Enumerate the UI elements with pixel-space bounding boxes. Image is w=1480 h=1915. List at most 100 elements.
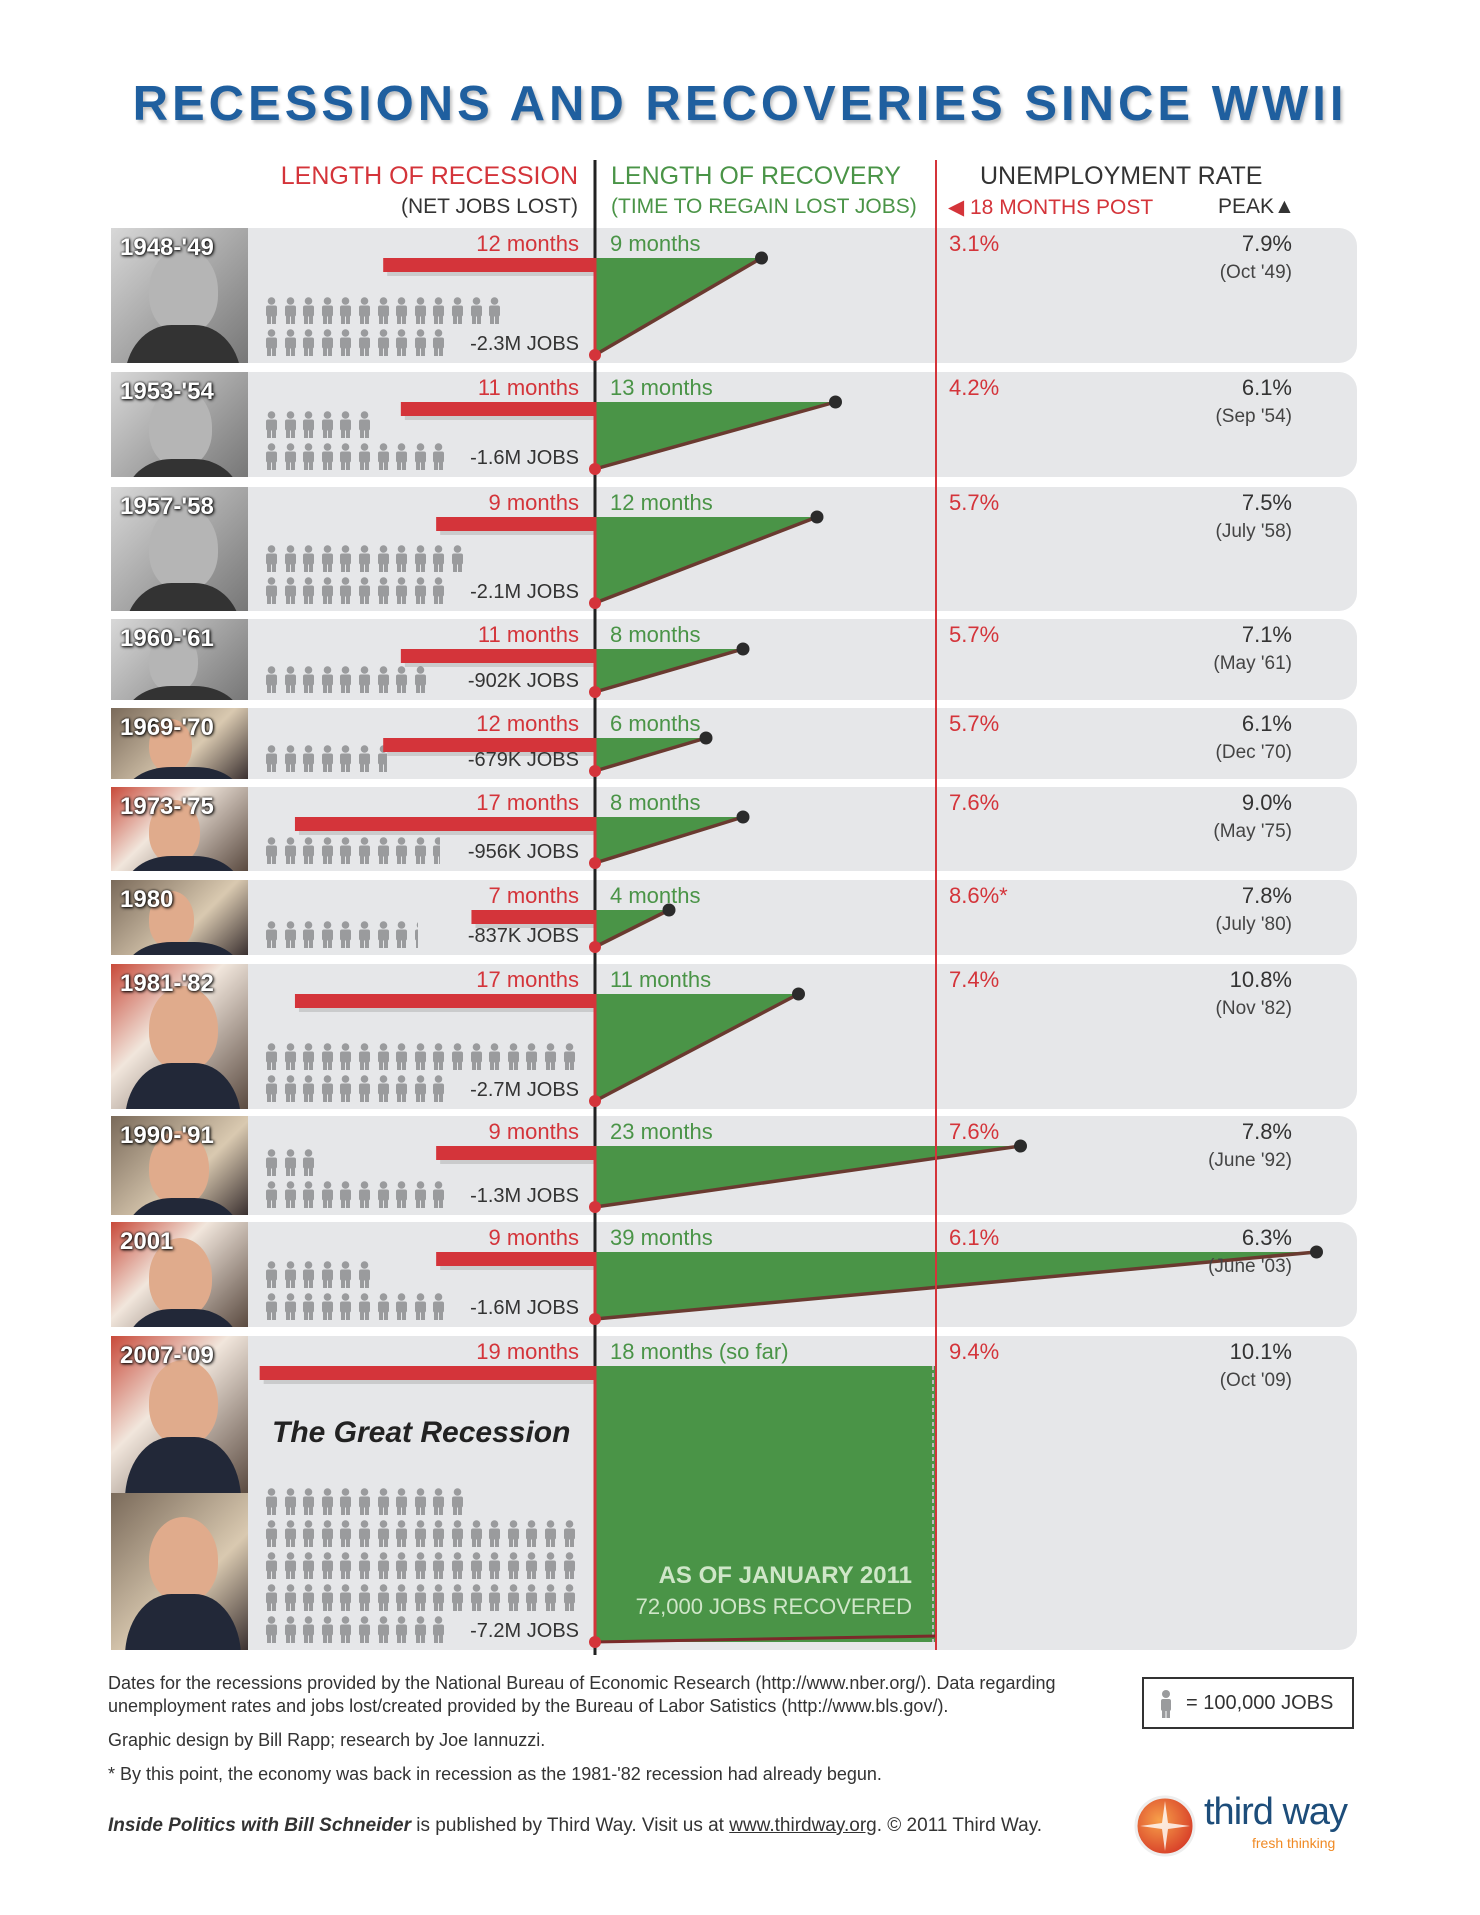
unemployment-peak: 7.5% — [1241, 490, 1292, 515]
suit — [124, 766, 242, 779]
job-icon — [283, 1552, 298, 1579]
bar-shadow — [298, 831, 595, 835]
face — [149, 1130, 209, 1206]
recession-length: 19 months — [476, 1339, 579, 1364]
unemployment-peak: 7.8% — [1241, 1119, 1292, 1144]
job-icon — [357, 921, 372, 948]
job-icon — [338, 297, 353, 324]
job-icon — [264, 1261, 279, 1288]
job-icon — [264, 1552, 279, 1579]
job-icon — [264, 837, 279, 864]
job-icon — [283, 577, 298, 604]
recession-bar — [436, 517, 595, 531]
job-icon — [301, 329, 316, 356]
job-icon — [431, 297, 446, 324]
unemployment-18mo: 5.7% — [949, 490, 1000, 515]
job-icon — [450, 1552, 465, 1579]
peak-date: (July '58) — [1215, 521, 1292, 542]
recession-length: 9 months — [488, 1119, 580, 1144]
job-icon — [431, 545, 446, 572]
job-icon — [338, 1181, 353, 1208]
header-recovery: LENGTH OF RECOVERY — [611, 162, 901, 190]
unemployment-18mo: 4.2% — [949, 375, 1000, 400]
unemployment-peak: 6.1% — [1241, 375, 1292, 400]
website-link[interactable]: www.thirdway.org — [729, 1815, 877, 1836]
job-icon — [264, 411, 279, 438]
job-icon — [264, 666, 279, 693]
job-icon — [450, 1043, 465, 1070]
job-icon — [338, 745, 353, 772]
job-icon — [431, 1043, 446, 1070]
job-icon — [301, 297, 316, 324]
job-icon — [320, 1293, 335, 1320]
job-icon — [431, 443, 446, 470]
face — [149, 505, 218, 592]
job-icon — [357, 577, 372, 604]
recession-length: 11 months — [477, 622, 579, 647]
period-label: 1948-'49 — [120, 234, 214, 261]
job-icon — [413, 297, 428, 324]
job-icon — [283, 443, 298, 470]
job-icon — [413, 1293, 428, 1320]
peak-date: (Dec '70) — [1215, 742, 1292, 763]
job-icon — [283, 745, 298, 772]
job-icon — [301, 443, 316, 470]
job-icon — [338, 329, 353, 356]
job-icon — [376, 545, 391, 572]
job-icon — [264, 745, 279, 772]
recession-length: 11 months — [477, 375, 579, 400]
recession-start-dot — [589, 941, 601, 953]
recovery-line — [594, 647, 744, 694]
job-icon — [264, 1075, 279, 1102]
recovery-line — [594, 1144, 1021, 1209]
footnote: * By this point, the economy was back in… — [108, 1764, 882, 1784]
job-icon — [283, 1293, 298, 1320]
unemployment-peak: 7.1% — [1241, 622, 1292, 647]
job-icon — [450, 1488, 465, 1515]
recovery-area — [595, 1366, 936, 1642]
job-icon — [357, 1043, 372, 1070]
bar-shadow — [440, 1266, 595, 1270]
job-icon — [283, 1520, 298, 1547]
recession-bar — [436, 1146, 595, 1160]
face — [149, 1516, 218, 1603]
recovery-endpoint — [699, 731, 713, 745]
jobs-lost-label: -956K JOBS — [467, 841, 579, 863]
job-icon — [394, 545, 409, 572]
bar-shadow — [440, 1160, 595, 1164]
third-way-logo[interactable]: third way fresh thinking — [1134, 1791, 1359, 1859]
jobs-lost-label: -1.3M JOBS — [470, 1185, 579, 1207]
job-icon — [469, 1584, 484, 1611]
job-icon — [506, 1584, 521, 1611]
recession-length: 9 months — [488, 490, 580, 515]
recession-row — [111, 708, 1357, 779]
job-icon — [357, 1293, 372, 1320]
job-icon — [338, 1520, 353, 1547]
job-icon — [338, 577, 353, 604]
unemployment-18mo: 8.6%* — [949, 883, 1008, 908]
job-icon — [543, 1520, 558, 1547]
unemployment-peak: 9.0% — [1241, 790, 1292, 815]
recovery-length: 4 months — [610, 883, 701, 908]
job-icon — [487, 1584, 502, 1611]
job-icon — [301, 1488, 316, 1515]
job-icon — [357, 545, 372, 572]
recession-bar — [436, 1252, 595, 1266]
job-icon — [283, 1488, 298, 1515]
recovery-endpoint — [810, 510, 824, 524]
president-photo — [111, 1493, 248, 1650]
sources-line-2: unemployment rates and jobs lost/created… — [108, 1696, 949, 1716]
job-icon — [283, 297, 298, 324]
header-peak: PEAK▲ — [1218, 195, 1295, 219]
recession-start-dot — [589, 765, 601, 777]
copyright: . © 2011 Third Way. — [876, 1815, 1043, 1836]
job-icon — [394, 577, 409, 604]
job-icon — [264, 545, 279, 572]
job-icon — [431, 329, 446, 356]
job-icon — [394, 1520, 409, 1547]
recovery-line — [594, 1634, 937, 1644]
suit — [124, 458, 242, 477]
recession-bar — [259, 1366, 595, 1380]
job-icon — [301, 666, 316, 693]
job-icon — [376, 1043, 391, 1070]
